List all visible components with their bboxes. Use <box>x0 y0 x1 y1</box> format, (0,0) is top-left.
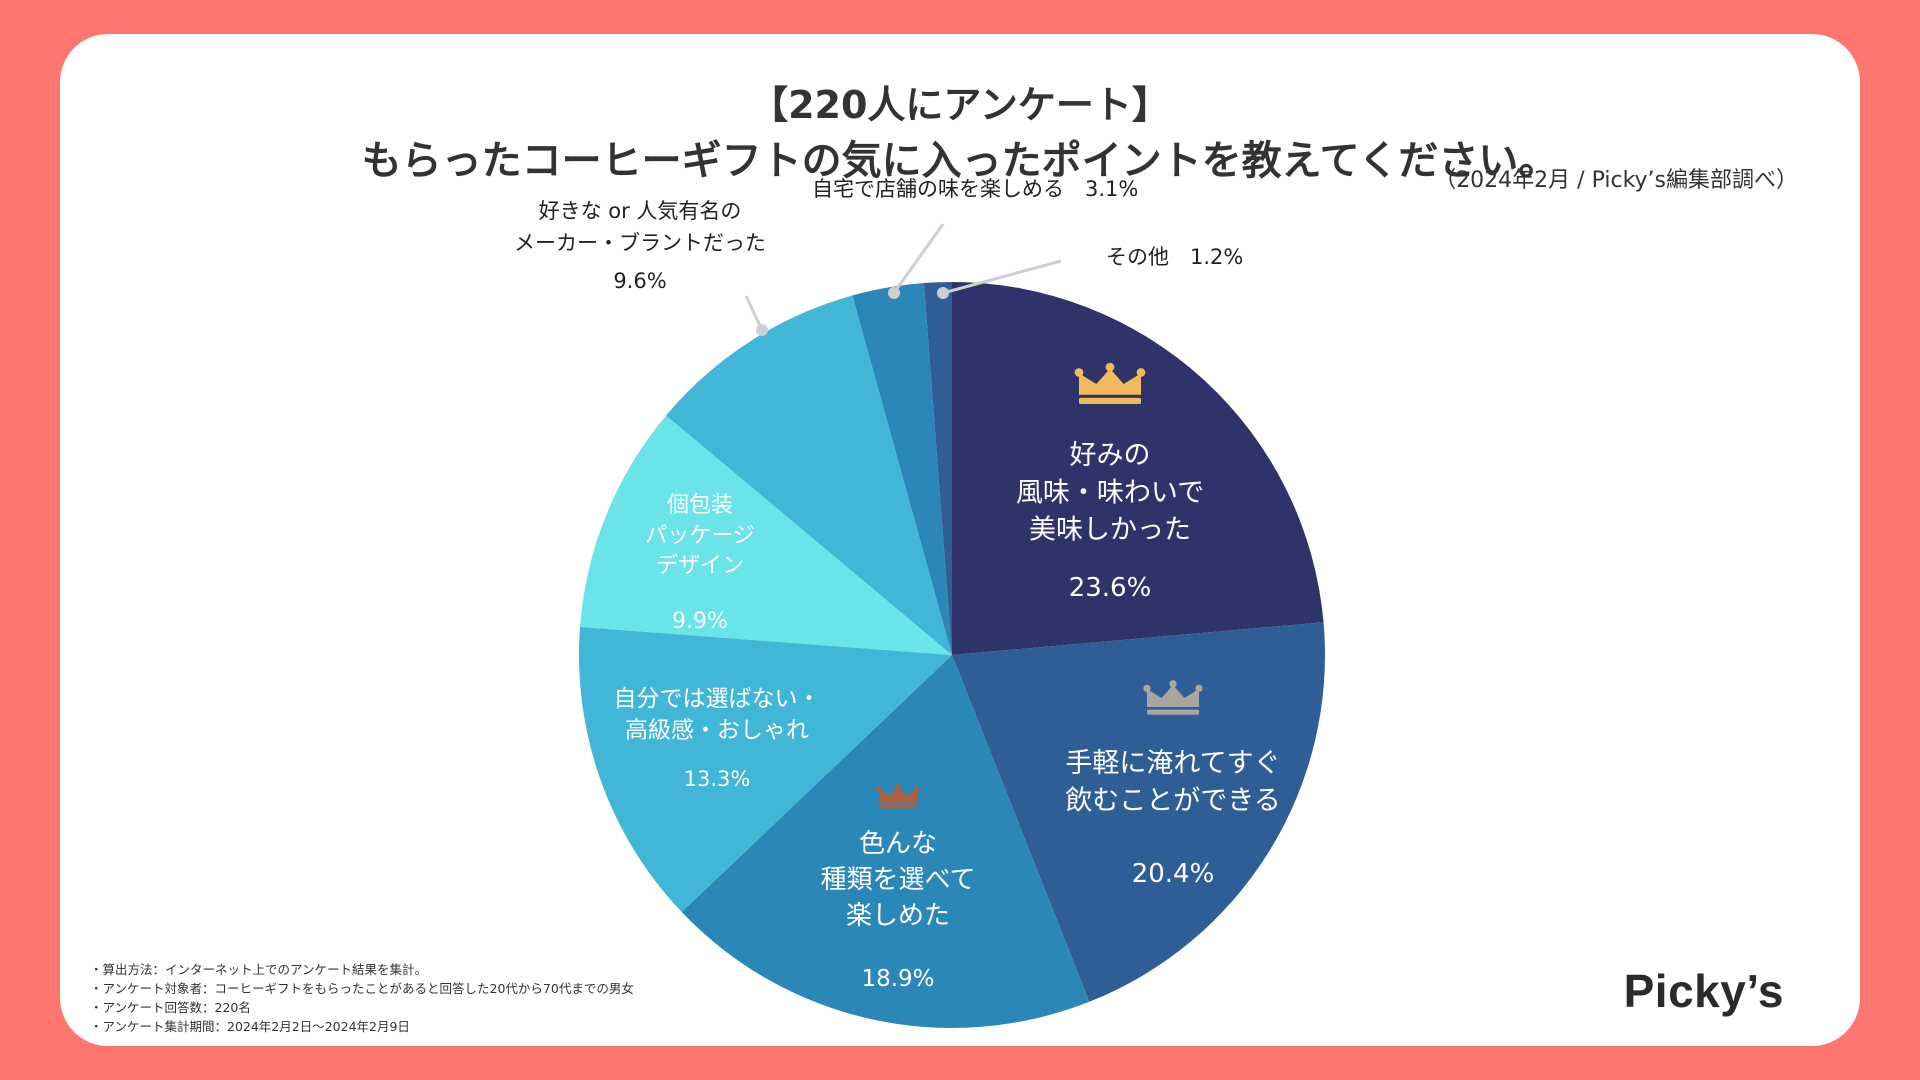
slice-label-4-line-2: 高級感・おしゃれ <box>625 718 809 744</box>
crown-icon-rank-3 <box>876 782 920 809</box>
pie-slice-7 <box>852 283 952 655</box>
pie-slice-8 <box>923 282 952 655</box>
crown-icon-rank-2 <box>1143 680 1203 715</box>
source-note: （2024年2月 / Picky’s編集部調べ） <box>1434 168 1798 193</box>
slice-value-3: 18.9% <box>861 966 934 992</box>
slice-label-7-line-1: 自宅で店舗の味を楽しめる 3.1% <box>812 177 1138 201</box>
slice-label-1-line-3: 美味しかった <box>1029 515 1191 546</box>
brand-logo: Picky’s <box>1623 965 1784 1017</box>
slice-label-1-line-1: 好みの <box>1070 440 1151 471</box>
leader-line-6 <box>744 295 764 331</box>
slice-label-3-line-2: 種類を選べて <box>821 865 976 895</box>
slice-label-1-line-2: 風味・味わいで <box>1016 477 1204 508</box>
note-period: ・アンケート集計期間：2024年2月2日〜2024年2月9日 <box>90 1019 410 1034</box>
slice-label-6-line-1: 好きな or 人気有名の <box>539 199 742 223</box>
crown-icon-rank-1 <box>1074 362 1146 404</box>
leader-line-7 <box>892 223 945 294</box>
leader-dot-7 <box>888 287 900 299</box>
chart-title-line1: 【220人にアンケート】 <box>750 83 1170 127</box>
slice-value-5: 9.9% <box>672 609 728 634</box>
note-count: ・アンケート回答数：220名 <box>90 1000 251 1015</box>
pie-slice-3 <box>681 655 1090 1028</box>
pie-slice-5 <box>580 415 952 655</box>
leader-line-8 <box>942 259 1062 295</box>
pie-slice-6 <box>666 295 952 655</box>
slice-label-2-line-2: 飲むことができる <box>1065 785 1280 816</box>
chart-title-line2: もらったコーヒーギフトの気に入ったポイントを教えてください。 <box>361 138 1559 184</box>
note-target: ・アンケート対象者：コーヒーギフトをもらったことがあると回答した20代から70代… <box>90 981 634 996</box>
survey-notes: ・算出方法：インターネット上でのアンケート結果を集計。 ・アンケート対象者：コー… <box>90 960 634 1036</box>
slice-label-8-line-1: その他 1.2% <box>1106 245 1243 269</box>
slice-label-3-line-3: 楽しめた <box>846 901 950 931</box>
slice-label-5-line-3: デザイン <box>656 554 744 579</box>
slice-label-2-line-1: 手軽に淹れてすぐ <box>1065 748 1280 779</box>
pie-slice-1 <box>952 282 1324 655</box>
pie-slice-4 <box>579 626 952 913</box>
card: 【220人にアンケート】 もらったコーヒーギフトの気に入ったポイントを教えてくだ… <box>60 34 1860 1046</box>
slice-label-5-line-1: 個包装 <box>667 493 733 518</box>
slice-value-4: 13.3% <box>684 767 751 791</box>
slice-label-3-line-1: 色んな <box>859 829 937 859</box>
slice-label-4-line-1: 自分では選ばない・ <box>614 686 821 712</box>
note-method: ・算出方法：インターネット上でのアンケート結果を集計。 <box>90 962 428 977</box>
leader-dot-8 <box>937 287 949 299</box>
slice-label-5-line-2: パッケージ <box>645 523 755 548</box>
slice-value-2: 20.4% <box>1132 859 1215 889</box>
pie-slice-2 <box>952 622 1325 1002</box>
slice-value-1: 23.6% <box>1069 573 1152 603</box>
slice-value-6: 9.6% <box>613 269 666 293</box>
slice-label-6-line-2: メーカー・ブラントだった <box>514 231 766 255</box>
leader-dot-6 <box>756 324 768 336</box>
